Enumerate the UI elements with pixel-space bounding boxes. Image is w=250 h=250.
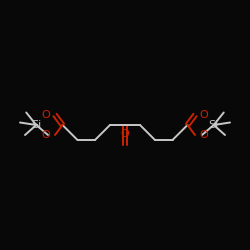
Text: O: O bbox=[200, 110, 208, 120]
Text: O: O bbox=[200, 130, 208, 140]
Text: O: O bbox=[42, 130, 50, 140]
Text: Si: Si bbox=[208, 120, 219, 130]
Text: Si: Si bbox=[31, 120, 42, 130]
Text: O: O bbox=[120, 129, 130, 139]
Text: O: O bbox=[42, 110, 50, 120]
